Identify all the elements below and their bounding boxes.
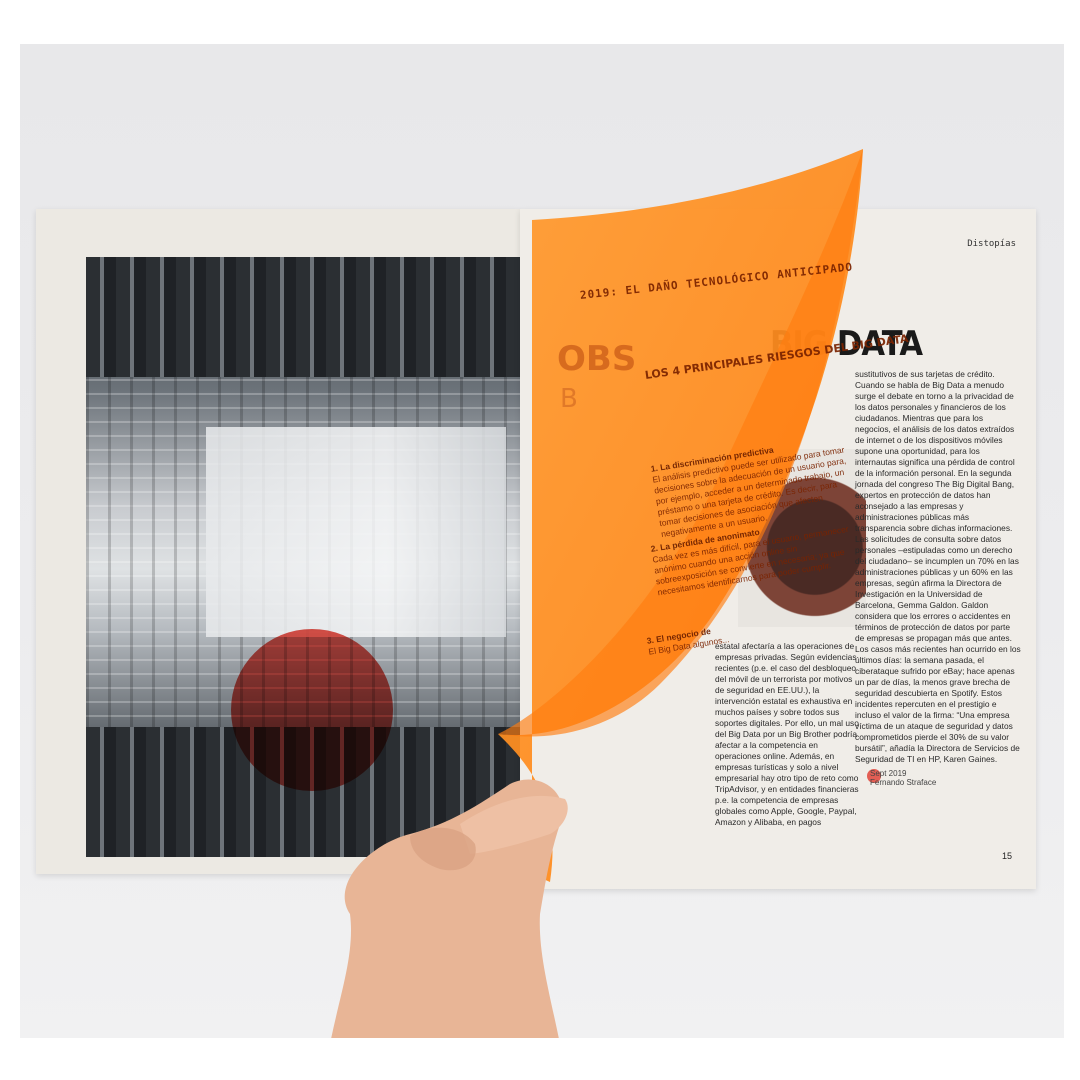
ghost-title-through-sheet: OBS: [557, 339, 637, 379]
hand: [331, 779, 568, 1038]
ghost-dropcap: B: [560, 384, 578, 414]
author-credit: Sept 2019 Fernando Straface: [870, 769, 936, 787]
hand-fingers: [410, 827, 476, 871]
article-column-a: sustitutivos de sus tarjetas de crédito.…: [855, 369, 1021, 764]
server-racks-top: [86, 257, 521, 377]
section-label: Distopías: [967, 239, 1016, 249]
datacenter-photo: [86, 257, 521, 857]
datacenter-aisle: [206, 427, 506, 637]
article-column-b: estatal afectaría a las operaciones de e…: [715, 641, 859, 827]
left-page: [36, 209, 521, 874]
magazine-photo: Distopías BIG DATA sustitutivos de sus t…: [20, 44, 1064, 1038]
red-disc: [231, 629, 393, 791]
author-name: Fernando Straface: [870, 778, 937, 787]
page-number: 15: [1001, 851, 1012, 861]
hand-thumb: [460, 795, 568, 854]
author-date: Sept 2019: [870, 769, 907, 778]
author-dot: [867, 769, 881, 783]
